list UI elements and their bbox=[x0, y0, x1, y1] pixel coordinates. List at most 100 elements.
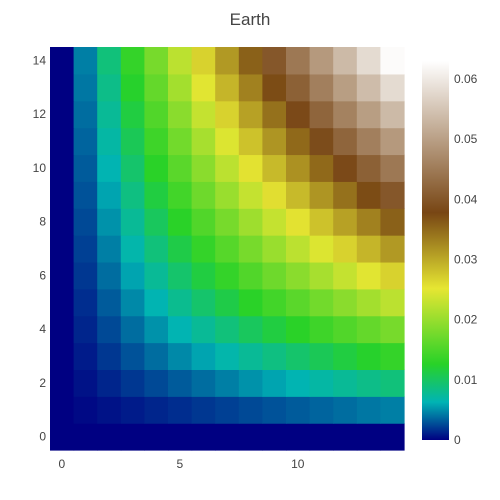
heatmap-cell bbox=[120, 208, 145, 236]
heatmap-cell bbox=[380, 342, 405, 370]
heatmap-cell bbox=[238, 73, 263, 102]
heatmap-cell bbox=[309, 423, 334, 451]
heatmap-cell bbox=[333, 342, 358, 370]
heatmap-cell bbox=[144, 315, 169, 344]
heatmap-cell bbox=[73, 342, 98, 370]
heatmap-cell bbox=[73, 127, 98, 156]
heatmap-cell bbox=[356, 369, 381, 397]
heatmap-cell bbox=[144, 181, 169, 209]
heatmap-cell bbox=[215, 396, 240, 424]
x-tick-label: 0 bbox=[58, 457, 65, 471]
heatmap-cell bbox=[215, 423, 240, 451]
heatmap-cell bbox=[380, 235, 405, 263]
heatmap-cell bbox=[333, 127, 358, 156]
heatmap-cell bbox=[168, 208, 193, 236]
heatmap-cell bbox=[144, 369, 169, 397]
heatmap-cell bbox=[333, 100, 358, 129]
heatmap-cell bbox=[97, 235, 122, 263]
heatmap-cell bbox=[73, 47, 98, 75]
y-tick-label: 10 bbox=[33, 161, 47, 175]
heatmap-cell bbox=[50, 315, 75, 344]
heatmap-cell bbox=[286, 208, 311, 236]
heatmap-cell bbox=[168, 100, 193, 129]
heatmap-cell bbox=[144, 154, 169, 182]
heatmap-cell bbox=[333, 181, 358, 209]
heatmap-cell bbox=[50, 423, 75, 451]
colorbar: 0 0.01 0.02 0.03 0.04 0.05 0.06 bbox=[422, 61, 478, 447]
heatmap-cell bbox=[380, 127, 405, 156]
heatmap-cell bbox=[97, 181, 122, 209]
heatmap-cell bbox=[191, 369, 216, 397]
heatmap-cell bbox=[73, 208, 98, 236]
heatmap-cell bbox=[286, 423, 311, 451]
heatmap-cell bbox=[333, 423, 358, 451]
heatmap-cell bbox=[120, 127, 145, 156]
heatmap-cell bbox=[120, 73, 145, 102]
heatmap-cell bbox=[73, 100, 98, 129]
heatmap-cell bbox=[120, 288, 145, 317]
heatmap-cell bbox=[262, 73, 287, 102]
heatmap-cell bbox=[168, 288, 193, 317]
heatmap-cell bbox=[262, 342, 287, 370]
heatmap-cell bbox=[262, 235, 287, 263]
heatmap-cell bbox=[50, 208, 75, 236]
heatmap-cell bbox=[97, 423, 122, 451]
heatmap-cell bbox=[333, 288, 358, 317]
heatmap-cell bbox=[144, 288, 169, 317]
heatmap-cell bbox=[356, 396, 381, 424]
heatmap-cell bbox=[97, 208, 122, 236]
heatmap-cell bbox=[333, 315, 358, 344]
heatmap-cell bbox=[168, 369, 193, 397]
y-tick-label: 6 bbox=[39, 268, 46, 282]
x-tick-label: 10 bbox=[291, 457, 305, 471]
heatmap-cell bbox=[380, 47, 405, 75]
heatmap-cell bbox=[215, 208, 240, 236]
heatmap-cell bbox=[120, 261, 145, 290]
heatmap-cell bbox=[262, 100, 287, 129]
heatmap-cell bbox=[380, 261, 405, 290]
heatmap-cell bbox=[356, 208, 381, 236]
heatmap-cell bbox=[262, 261, 287, 290]
heatmap-cell bbox=[120, 154, 145, 182]
heatmap-cell bbox=[286, 100, 311, 129]
colorbar-gradient bbox=[422, 61, 449, 440]
heatmap-cell bbox=[168, 73, 193, 102]
heatmap-cell bbox=[286, 181, 311, 209]
heatmap-cell bbox=[356, 342, 381, 370]
heatmap-cell bbox=[286, 154, 311, 182]
heatmap-cell bbox=[168, 423, 193, 451]
y-tick-label: 8 bbox=[39, 215, 46, 229]
heatmap-cell bbox=[309, 208, 334, 236]
chart-title: Earth bbox=[230, 10, 271, 29]
heatmap-cell bbox=[50, 181, 75, 209]
y-axis: 0 2 4 6 8 10 12 14 bbox=[33, 53, 47, 443]
heatmap-cell bbox=[238, 127, 263, 156]
heatmap-cell bbox=[215, 154, 240, 182]
heatmap-cell bbox=[97, 100, 122, 129]
heatmap-cell bbox=[73, 73, 98, 102]
heatmap-cell bbox=[144, 208, 169, 236]
heatmap-cell bbox=[120, 315, 145, 344]
heatmap-cell bbox=[97, 369, 122, 397]
heatmap-cell bbox=[168, 235, 193, 263]
heatmap-cell bbox=[73, 396, 98, 424]
heatmap-cell bbox=[262, 396, 287, 424]
heatmap-cell bbox=[97, 396, 122, 424]
heatmap-cell bbox=[120, 181, 145, 209]
heatmap-cell bbox=[286, 127, 311, 156]
heatmap-cell bbox=[238, 235, 263, 263]
heatmap-cell bbox=[215, 315, 240, 344]
heatmap-cell bbox=[73, 423, 98, 451]
heatmap-cell bbox=[191, 423, 216, 451]
heatmap-cell bbox=[191, 261, 216, 290]
y-tick-label: 0 bbox=[39, 430, 46, 444]
heatmap-cell bbox=[50, 342, 75, 370]
heatmap-cell bbox=[238, 261, 263, 290]
heatmap-cell bbox=[238, 315, 263, 344]
heatmap-cell bbox=[191, 342, 216, 370]
heatmap-cell bbox=[309, 154, 334, 182]
heatmap-cell bbox=[50, 369, 75, 397]
heatmap-cell bbox=[168, 396, 193, 424]
colorbar-tick-label: 0.01 bbox=[454, 373, 478, 387]
heatmap-cell bbox=[286, 73, 311, 102]
